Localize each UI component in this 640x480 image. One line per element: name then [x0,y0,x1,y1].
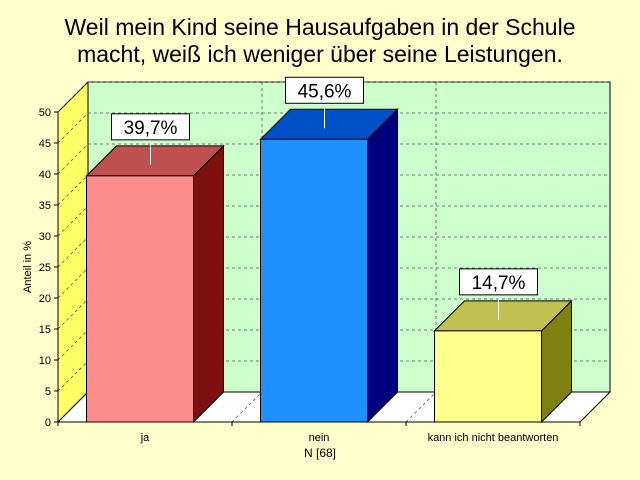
plot-side-wall [57,80,89,424]
bar-side [367,108,398,424]
gridline-v-floor [405,391,437,423]
bar [86,175,194,423]
gridline-h-side [57,81,89,113]
x-category-label: ja [140,432,150,444]
y-tick-label: 10 [39,355,51,367]
gridline-h-side [57,205,89,237]
data-label: 39,7% [124,118,178,139]
y-tick-label: 5 [45,386,51,398]
data-label-box [285,76,364,104]
y-tick-label: 20 [39,293,51,305]
data-label: 45,6% [298,81,352,102]
y-tick-label: 35 [39,200,51,212]
gridline-h-side [57,329,89,361]
gridline-h-side [57,236,89,268]
gridline-h-side [57,267,89,299]
y-tick-label: 15 [39,324,51,336]
y-tick-label: 30 [39,231,51,243]
chart-title: Weil mein Kind seine Hausaufgaben in der… [0,14,640,68]
data-label-box [459,268,538,296]
chart-title-line-2: macht, weiß ich weniger über seine Leist… [77,41,563,67]
x-category-label: nein [309,432,330,444]
data-label: 14,7% [472,273,526,294]
bar [434,330,542,423]
chart-title-line-1: Weil mein Kind seine Hausaufgaben in der… [64,14,576,40]
x-category-label: kann ich nicht beantworten [428,432,559,444]
y-tick-label: 45 [39,138,51,150]
x-axis-title: N [68] [304,446,336,460]
gridline-h-side [57,143,89,175]
y-tick-label: 25 [39,262,51,274]
bar [260,138,368,423]
gridline-h-side [57,174,89,206]
y-axis-title: Anteil in % [22,241,34,293]
data-label-box [111,113,190,141]
gridline-h-side [57,298,89,330]
y-tick-label: 40 [39,169,51,181]
gridline-h-side [57,360,89,392]
gridline-v-floor [231,391,263,423]
y-tick-label: 0 [45,417,51,429]
bar-side [193,144,224,424]
y-tick-label: 50 [39,107,51,119]
gridline-h-side [57,112,89,144]
